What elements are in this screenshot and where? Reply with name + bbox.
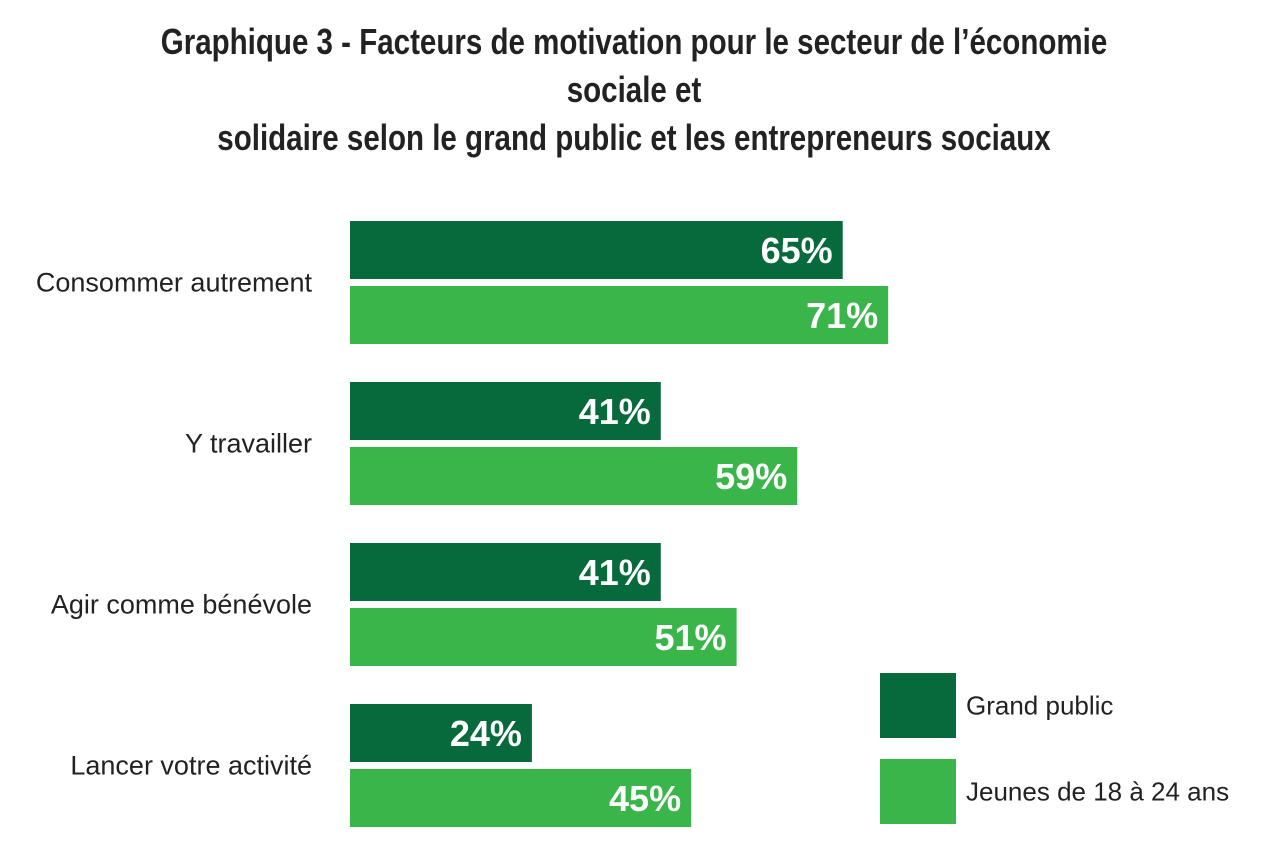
legend-label-grand-public: Grand public — [966, 691, 1113, 721]
bars — [350, 221, 889, 827]
data-label-jeunes-de-18-a-24-ans-agir-comme-benevole: 51% — [655, 617, 727, 658]
chart-title: Graphique 3 - Facteurs de motivation pou… — [0, 18, 1268, 162]
category-label-y-travailler: Y travailler — [185, 429, 312, 459]
bar-jeunes-de-18-a-24-ans-consommer-autrement — [350, 286, 889, 344]
legend-swatch-jeunes-de-18-a-24-ans — [880, 759, 956, 824]
category-label-lancer-votre-activite: Lancer votre activité — [70, 751, 312, 781]
chart-title-line-1: Graphique 3 - Facteurs de motivation pou… — [160, 21, 1108, 110]
bar-grand-public-lancer-votre-activite — [350, 704, 532, 762]
category-label-consommer-autrement: Consommer autrement — [36, 268, 313, 298]
data-label-jeunes-de-18-a-24-ans-consommer-autrement: 71% — [806, 295, 878, 336]
legend: Grand public Jeunes de 18 à 24 ans — [880, 673, 1229, 824]
data-label-grand-public-lancer-votre-activite: 24% — [450, 713, 522, 754]
category-labels: Consommer autrement Y travailler Agir comm… — [36, 268, 313, 781]
bar-jeunes-de-18-a-24-ans-lancer-votre-activite — [350, 769, 692, 827]
bar-grand-public-consommer-autrement — [350, 221, 843, 279]
data-label-grand-public-y-travailler: 41% — [579, 391, 651, 432]
legend-label-jeunes-de-18-a-24-ans: Jeunes de 18 à 24 ans — [966, 777, 1229, 807]
bar-jeunes-de-18-a-24-ans-y-travailler — [350, 447, 798, 505]
data-label-jeunes-de-18-a-24-ans-y-travailler: 59% — [715, 456, 787, 497]
chart-title-line-2: solidaire selon le grand public et les e… — [217, 117, 1051, 158]
bar-jeunes-de-18-a-24-ans-agir-comme-benevole — [350, 608, 737, 666]
category-label-agir-comme-benevole: Agir comme bénévole — [51, 590, 312, 620]
legend-swatch-grand-public — [880, 673, 956, 738]
bar-grand-public-agir-comme-benevole — [350, 543, 661, 601]
data-label-grand-public-consommer-autrement: 65% — [761, 230, 833, 271]
bar-grand-public-y-travailler — [350, 382, 661, 440]
data-label-jeunes-de-18-a-24-ans-lancer-votre-activite: 45% — [609, 778, 681, 819]
data-label-grand-public-agir-comme-benevole: 41% — [579, 552, 651, 593]
bar-value-labels: 65%71%41%59%41%51%24%45% — [450, 230, 878, 819]
